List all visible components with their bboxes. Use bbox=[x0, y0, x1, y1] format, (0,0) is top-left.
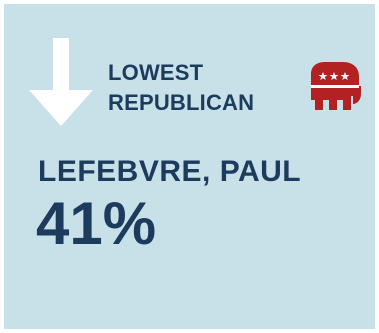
category-label-line2: REPUBLICAN bbox=[108, 90, 255, 115]
candidate-name: LEFEBVRE, PAUL bbox=[38, 155, 302, 188]
down-arrow-icon bbox=[29, 38, 93, 126]
vote-percentage: 41% bbox=[36, 190, 157, 257]
category-label: LOWEST REPUBLICAN bbox=[108, 58, 254, 118]
lowest-republican-card: LOWEST REPUBLICAN LEFEBVRE, PAUL 41% bbox=[4, 4, 375, 329]
category-label-line1: LOWEST bbox=[108, 60, 204, 85]
republican-elephant-icon bbox=[311, 62, 361, 110]
